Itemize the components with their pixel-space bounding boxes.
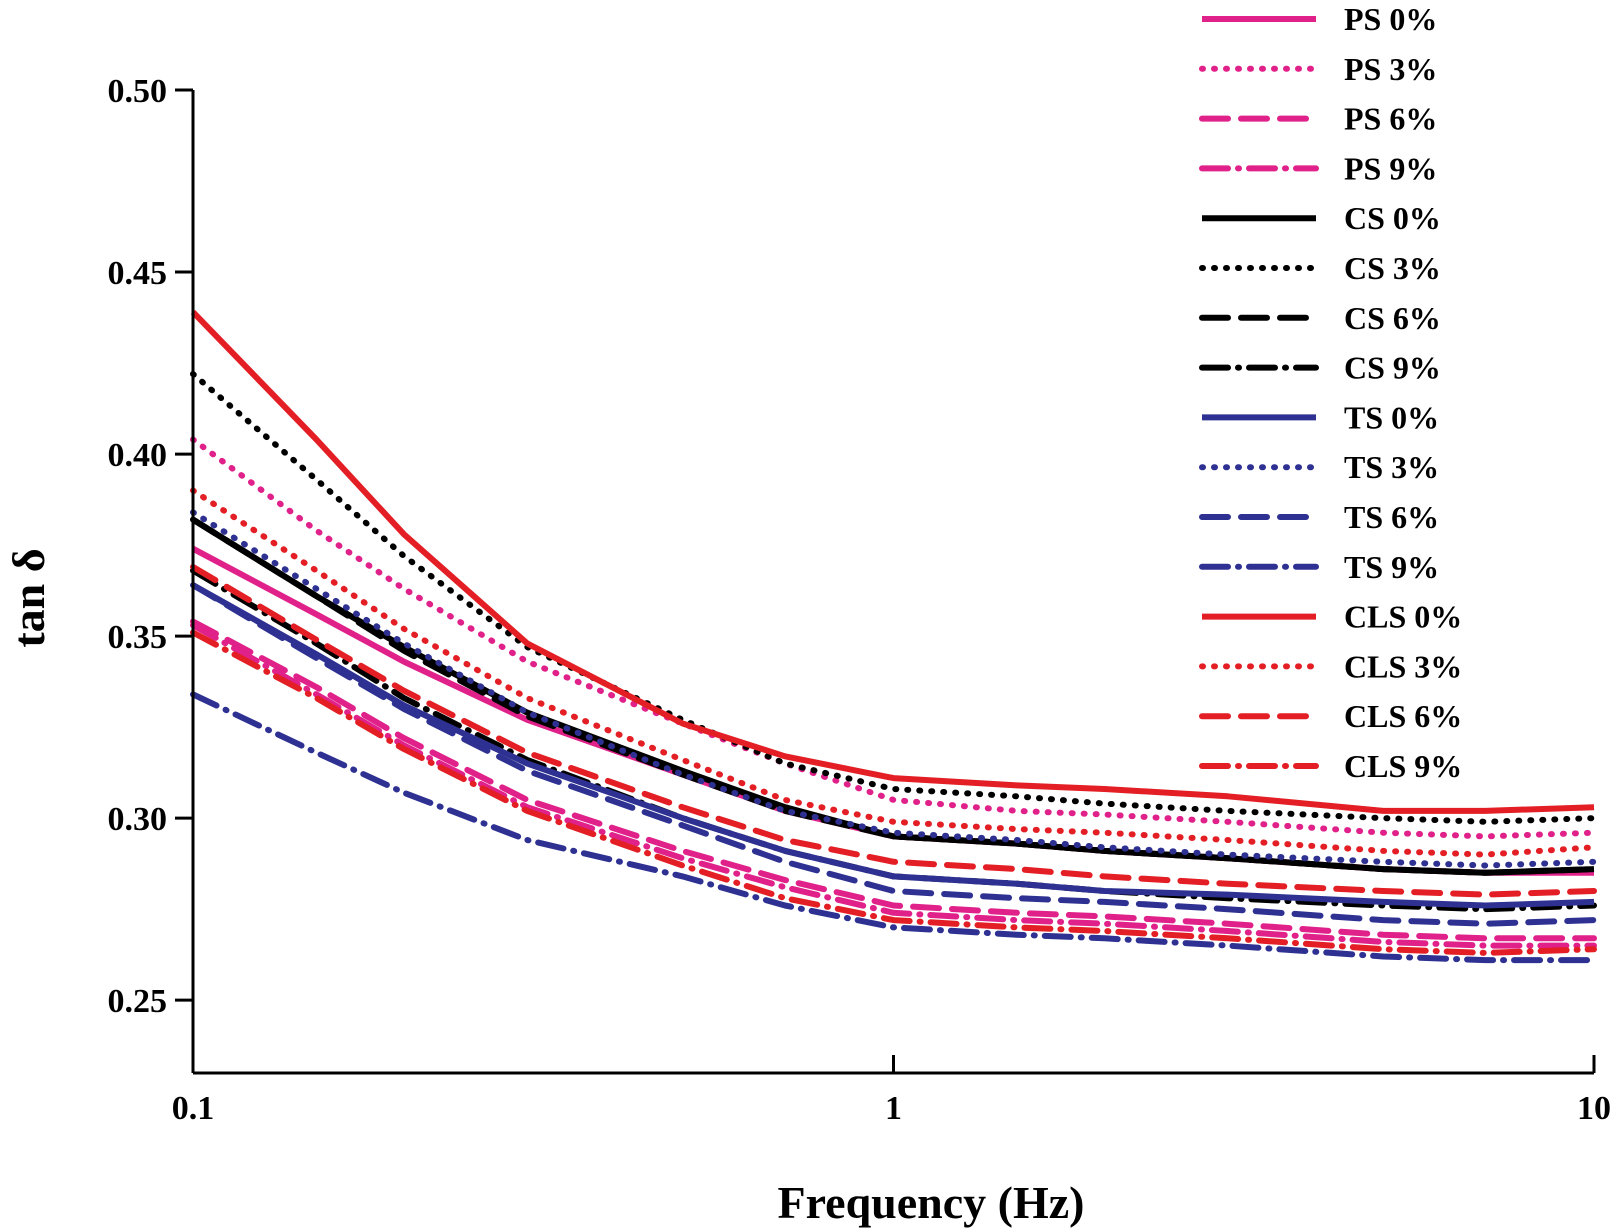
legend-item: CS 0% [1202, 200, 1441, 236]
series-line-ts-6 [190, 582, 1597, 927]
series-line-cls-6 [190, 563, 1597, 898]
series-line-ps-6 [190, 618, 1597, 942]
series-line-ts-9 [190, 691, 1597, 964]
legend-label: CS 9% [1344, 350, 1441, 386]
legend-item: TS 6% [1199, 499, 1439, 535]
y-tick-label: 0.30 [108, 801, 168, 838]
legend-item: TS 3% [1199, 449, 1439, 485]
y-tick-label: 0.25 [108, 983, 168, 1020]
legend-item: CLS 9% [1199, 748, 1462, 784]
y-tick-label: 0.45 [108, 255, 168, 292]
series-line-cs-6 [190, 516, 1597, 876]
legend-label: PS 3% [1344, 51, 1437, 87]
legend-item: CLS 0% [1202, 599, 1462, 635]
legend-label: CLS 6% [1344, 698, 1462, 734]
y-tick-label: 0.50 [108, 73, 168, 110]
series-line-cls-0 [190, 310, 1595, 814]
legend-item: PS 0% [1202, 1, 1437, 37]
legend-label: CLS 0% [1344, 599, 1462, 635]
series-layer [190, 310, 1597, 964]
x-tick-label: 1 [885, 1090, 902, 1127]
y-axis-title: tan δ [3, 548, 54, 647]
x-tick-label: 10 [1577, 1090, 1611, 1127]
legend: PS 0% PS 3% PS 6% PS 9% CS 0% CS 3% CS 6% CS 9%… [1199, 1, 1462, 784]
series-line-cls-3 [190, 487, 1597, 858]
legend-item: PS 9% [1199, 150, 1437, 186]
legend-label: PS 0% [1344, 1, 1437, 37]
legend-label: CLS 3% [1344, 648, 1462, 684]
legend-label: CS 0% [1344, 200, 1441, 236]
legend-item: TS 9% [1199, 549, 1439, 585]
legend-item: PS 3% [1199, 51, 1437, 87]
y-tick-label: 0.40 [108, 437, 168, 474]
legend-item: CS 9% [1199, 350, 1441, 386]
axes-layer: 0.25 0.30 0.35 0.40 0.45 0.50 0.1 1 10 [108, 73, 1612, 1127]
y-tick-label: 0.35 [108, 619, 168, 656]
legend-label: CS 6% [1344, 300, 1441, 336]
legend-label: CLS 9% [1344, 748, 1462, 784]
legend-item: CLS 6% [1199, 698, 1462, 734]
legend-label: PS 6% [1344, 101, 1437, 137]
x-axis-title: Frequency (Hz) [777, 1177, 1084, 1228]
x-tick-label: 0.1 [172, 1090, 215, 1127]
series-line-ps-9 [190, 622, 1597, 949]
legend-item: CS 3% [1199, 250, 1441, 286]
series-line-ps-3 [190, 436, 1597, 840]
legend-item: CS 6% [1199, 300, 1441, 336]
series-line-cls-9 [190, 629, 1597, 956]
legend-label: TS 3% [1344, 449, 1439, 485]
legend-label: CS 3% [1344, 250, 1441, 286]
legend-item: CLS 3% [1199, 648, 1462, 684]
legend-item: TS 0% [1202, 399, 1439, 435]
series-line-ts-0 [191, 582, 1595, 909]
legend-item: PS 6% [1199, 101, 1437, 137]
legend-label: PS 9% [1344, 150, 1437, 186]
legend-label: TS 0% [1344, 399, 1439, 435]
series-line-cs-3 [190, 371, 1597, 825]
legend-label: TS 6% [1344, 499, 1439, 535]
legend-label: TS 9% [1344, 549, 1439, 585]
